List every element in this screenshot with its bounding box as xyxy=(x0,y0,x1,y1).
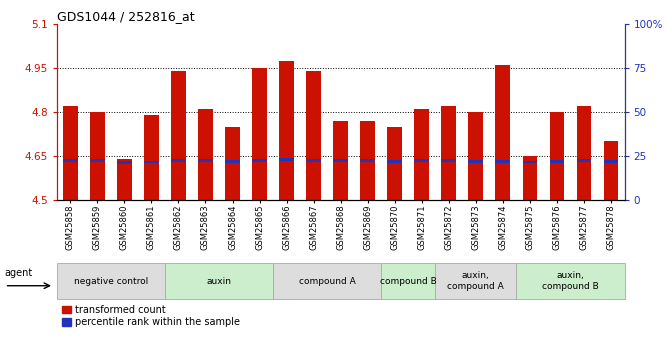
Bar xyxy=(576,159,591,162)
Bar xyxy=(550,112,564,200)
Bar xyxy=(252,159,267,162)
Text: agent: agent xyxy=(5,268,33,278)
Bar xyxy=(306,159,321,162)
Text: auxin,
compound A: auxin, compound A xyxy=(448,272,504,291)
Bar xyxy=(225,127,240,200)
Bar xyxy=(144,160,159,164)
Bar xyxy=(90,159,105,162)
Bar xyxy=(333,121,348,200)
Bar xyxy=(414,159,430,162)
Bar xyxy=(144,115,159,200)
Bar xyxy=(468,112,484,200)
Bar xyxy=(171,71,186,200)
Bar xyxy=(496,160,510,163)
Bar xyxy=(117,159,132,200)
Text: auxin,
compound B: auxin, compound B xyxy=(542,272,599,291)
Bar xyxy=(522,160,537,164)
FancyBboxPatch shape xyxy=(165,263,273,299)
Text: auxin: auxin xyxy=(206,277,232,286)
FancyBboxPatch shape xyxy=(273,263,381,299)
Bar xyxy=(387,160,402,163)
Text: GDS1044 / 252816_at: GDS1044 / 252816_at xyxy=(57,10,194,23)
FancyBboxPatch shape xyxy=(57,263,165,299)
Text: compound A: compound A xyxy=(299,277,355,286)
Bar xyxy=(550,160,564,163)
Bar xyxy=(576,106,591,200)
Bar xyxy=(496,65,510,200)
Bar xyxy=(171,159,186,162)
Bar xyxy=(63,159,77,162)
Bar xyxy=(414,109,430,200)
Text: compound B: compound B xyxy=(380,277,437,286)
Bar xyxy=(604,160,619,163)
Bar xyxy=(63,106,77,200)
Bar xyxy=(360,159,375,162)
FancyBboxPatch shape xyxy=(436,263,516,299)
Bar xyxy=(252,68,267,200)
Text: negative control: negative control xyxy=(73,277,148,286)
Bar xyxy=(198,159,213,162)
Bar xyxy=(333,159,348,162)
Bar xyxy=(279,158,294,160)
Bar xyxy=(117,161,132,164)
Bar xyxy=(522,156,537,200)
Bar xyxy=(468,160,484,163)
FancyBboxPatch shape xyxy=(516,263,625,299)
Bar xyxy=(604,141,619,200)
Bar xyxy=(387,127,402,200)
Bar xyxy=(279,61,294,200)
Bar xyxy=(442,106,456,200)
Bar xyxy=(225,160,240,163)
Legend: transformed count, percentile rank within the sample: transformed count, percentile rank withi… xyxy=(61,305,240,327)
Bar xyxy=(198,109,213,200)
Bar xyxy=(360,121,375,200)
Bar xyxy=(306,71,321,200)
Bar xyxy=(442,159,456,162)
Bar xyxy=(90,112,105,200)
FancyBboxPatch shape xyxy=(381,263,436,299)
